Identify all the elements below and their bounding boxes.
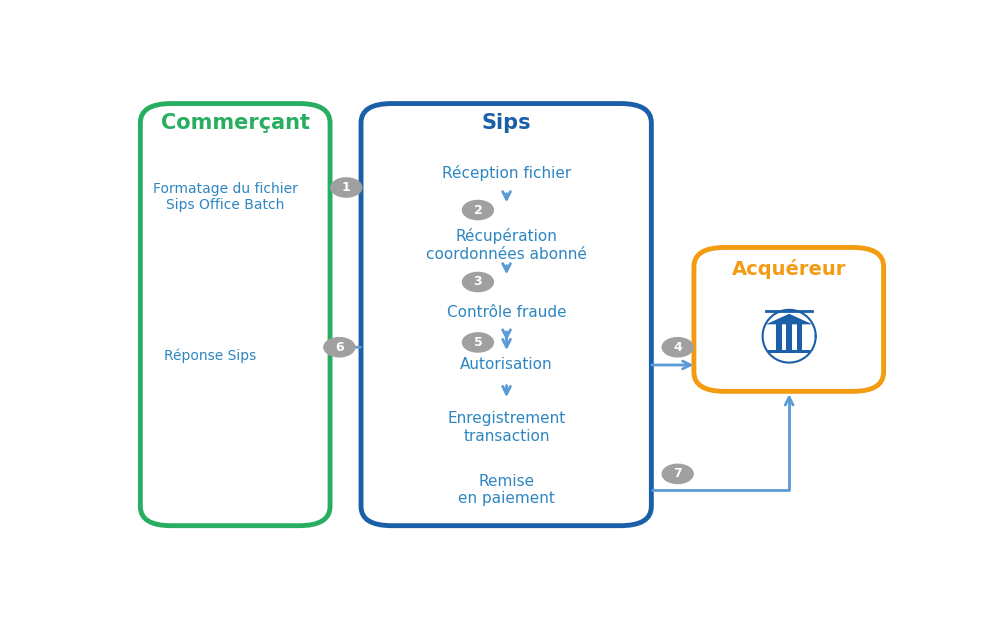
FancyBboxPatch shape <box>140 103 330 526</box>
Text: Enregistrement
transaction: Enregistrement transaction <box>448 411 565 444</box>
Text: 5: 5 <box>474 336 483 349</box>
Text: Acquéreur: Acquéreur <box>732 259 846 279</box>
Text: Réponse Sips: Réponse Sips <box>164 348 256 363</box>
Text: Remise
en paiement: Remise en paiement <box>459 473 555 506</box>
FancyBboxPatch shape <box>786 325 792 351</box>
Text: Récupération
coordonnées abonné: Récupération coordonnées abonné <box>427 229 587 262</box>
Text: Commerçant: Commerçant <box>161 113 310 133</box>
Circle shape <box>463 272 494 292</box>
Circle shape <box>324 338 355 357</box>
Text: 3: 3 <box>474 275 483 288</box>
FancyBboxPatch shape <box>361 103 651 526</box>
Text: Réception fichier: Réception fichier <box>442 165 571 181</box>
Circle shape <box>463 333 494 352</box>
FancyBboxPatch shape <box>776 325 782 351</box>
Circle shape <box>662 464 693 483</box>
Text: 2: 2 <box>474 204 483 217</box>
Text: 1: 1 <box>342 181 351 194</box>
Text: Contrôle fraude: Contrôle fraude <box>447 305 566 320</box>
FancyBboxPatch shape <box>796 325 802 351</box>
Polygon shape <box>766 314 812 325</box>
Text: 4: 4 <box>673 341 682 354</box>
Circle shape <box>662 338 693 357</box>
Text: 6: 6 <box>335 341 344 354</box>
FancyBboxPatch shape <box>768 350 810 353</box>
Circle shape <box>331 178 362 197</box>
Circle shape <box>463 201 494 220</box>
Text: Formatage du fichier
Sips Office Batch: Formatage du fichier Sips Office Batch <box>153 182 298 212</box>
FancyBboxPatch shape <box>694 247 883 391</box>
Text: Sips: Sips <box>482 113 531 133</box>
Text: 7: 7 <box>673 467 682 480</box>
Text: Autorisation: Autorisation <box>461 358 552 373</box>
